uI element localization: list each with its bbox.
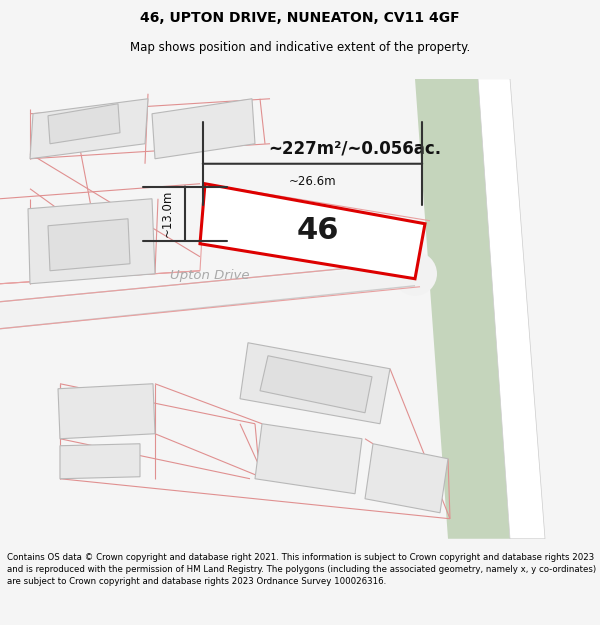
Polygon shape	[260, 356, 372, 412]
Text: Map shows position and indicative extent of the property.: Map shows position and indicative extent…	[130, 41, 470, 54]
Text: ~26.6m: ~26.6m	[289, 175, 337, 188]
Polygon shape	[478, 79, 545, 539]
Polygon shape	[230, 196, 408, 271]
Text: ~227m²/~0.056ac.: ~227m²/~0.056ac.	[268, 140, 442, 158]
Text: Contains OS data © Crown copyright and database right 2021. This information is : Contains OS data © Crown copyright and d…	[7, 553, 596, 586]
Polygon shape	[28, 199, 155, 284]
Polygon shape	[48, 104, 120, 144]
Text: ~13.0m: ~13.0m	[161, 190, 173, 238]
Circle shape	[393, 252, 437, 296]
Polygon shape	[200, 184, 425, 279]
Polygon shape	[240, 342, 390, 424]
Polygon shape	[30, 99, 148, 159]
Polygon shape	[365, 444, 448, 512]
Text: 46, UPTON DRIVE, NUNEATON, CV11 4GF: 46, UPTON DRIVE, NUNEATON, CV11 4GF	[140, 11, 460, 26]
Polygon shape	[255, 424, 362, 494]
Polygon shape	[58, 384, 155, 439]
Polygon shape	[0, 264, 425, 329]
Text: 46: 46	[297, 216, 339, 245]
Polygon shape	[48, 219, 130, 271]
Text: Upton Drive: Upton Drive	[170, 269, 250, 282]
Polygon shape	[152, 99, 255, 159]
Polygon shape	[415, 79, 510, 539]
Polygon shape	[60, 444, 140, 479]
